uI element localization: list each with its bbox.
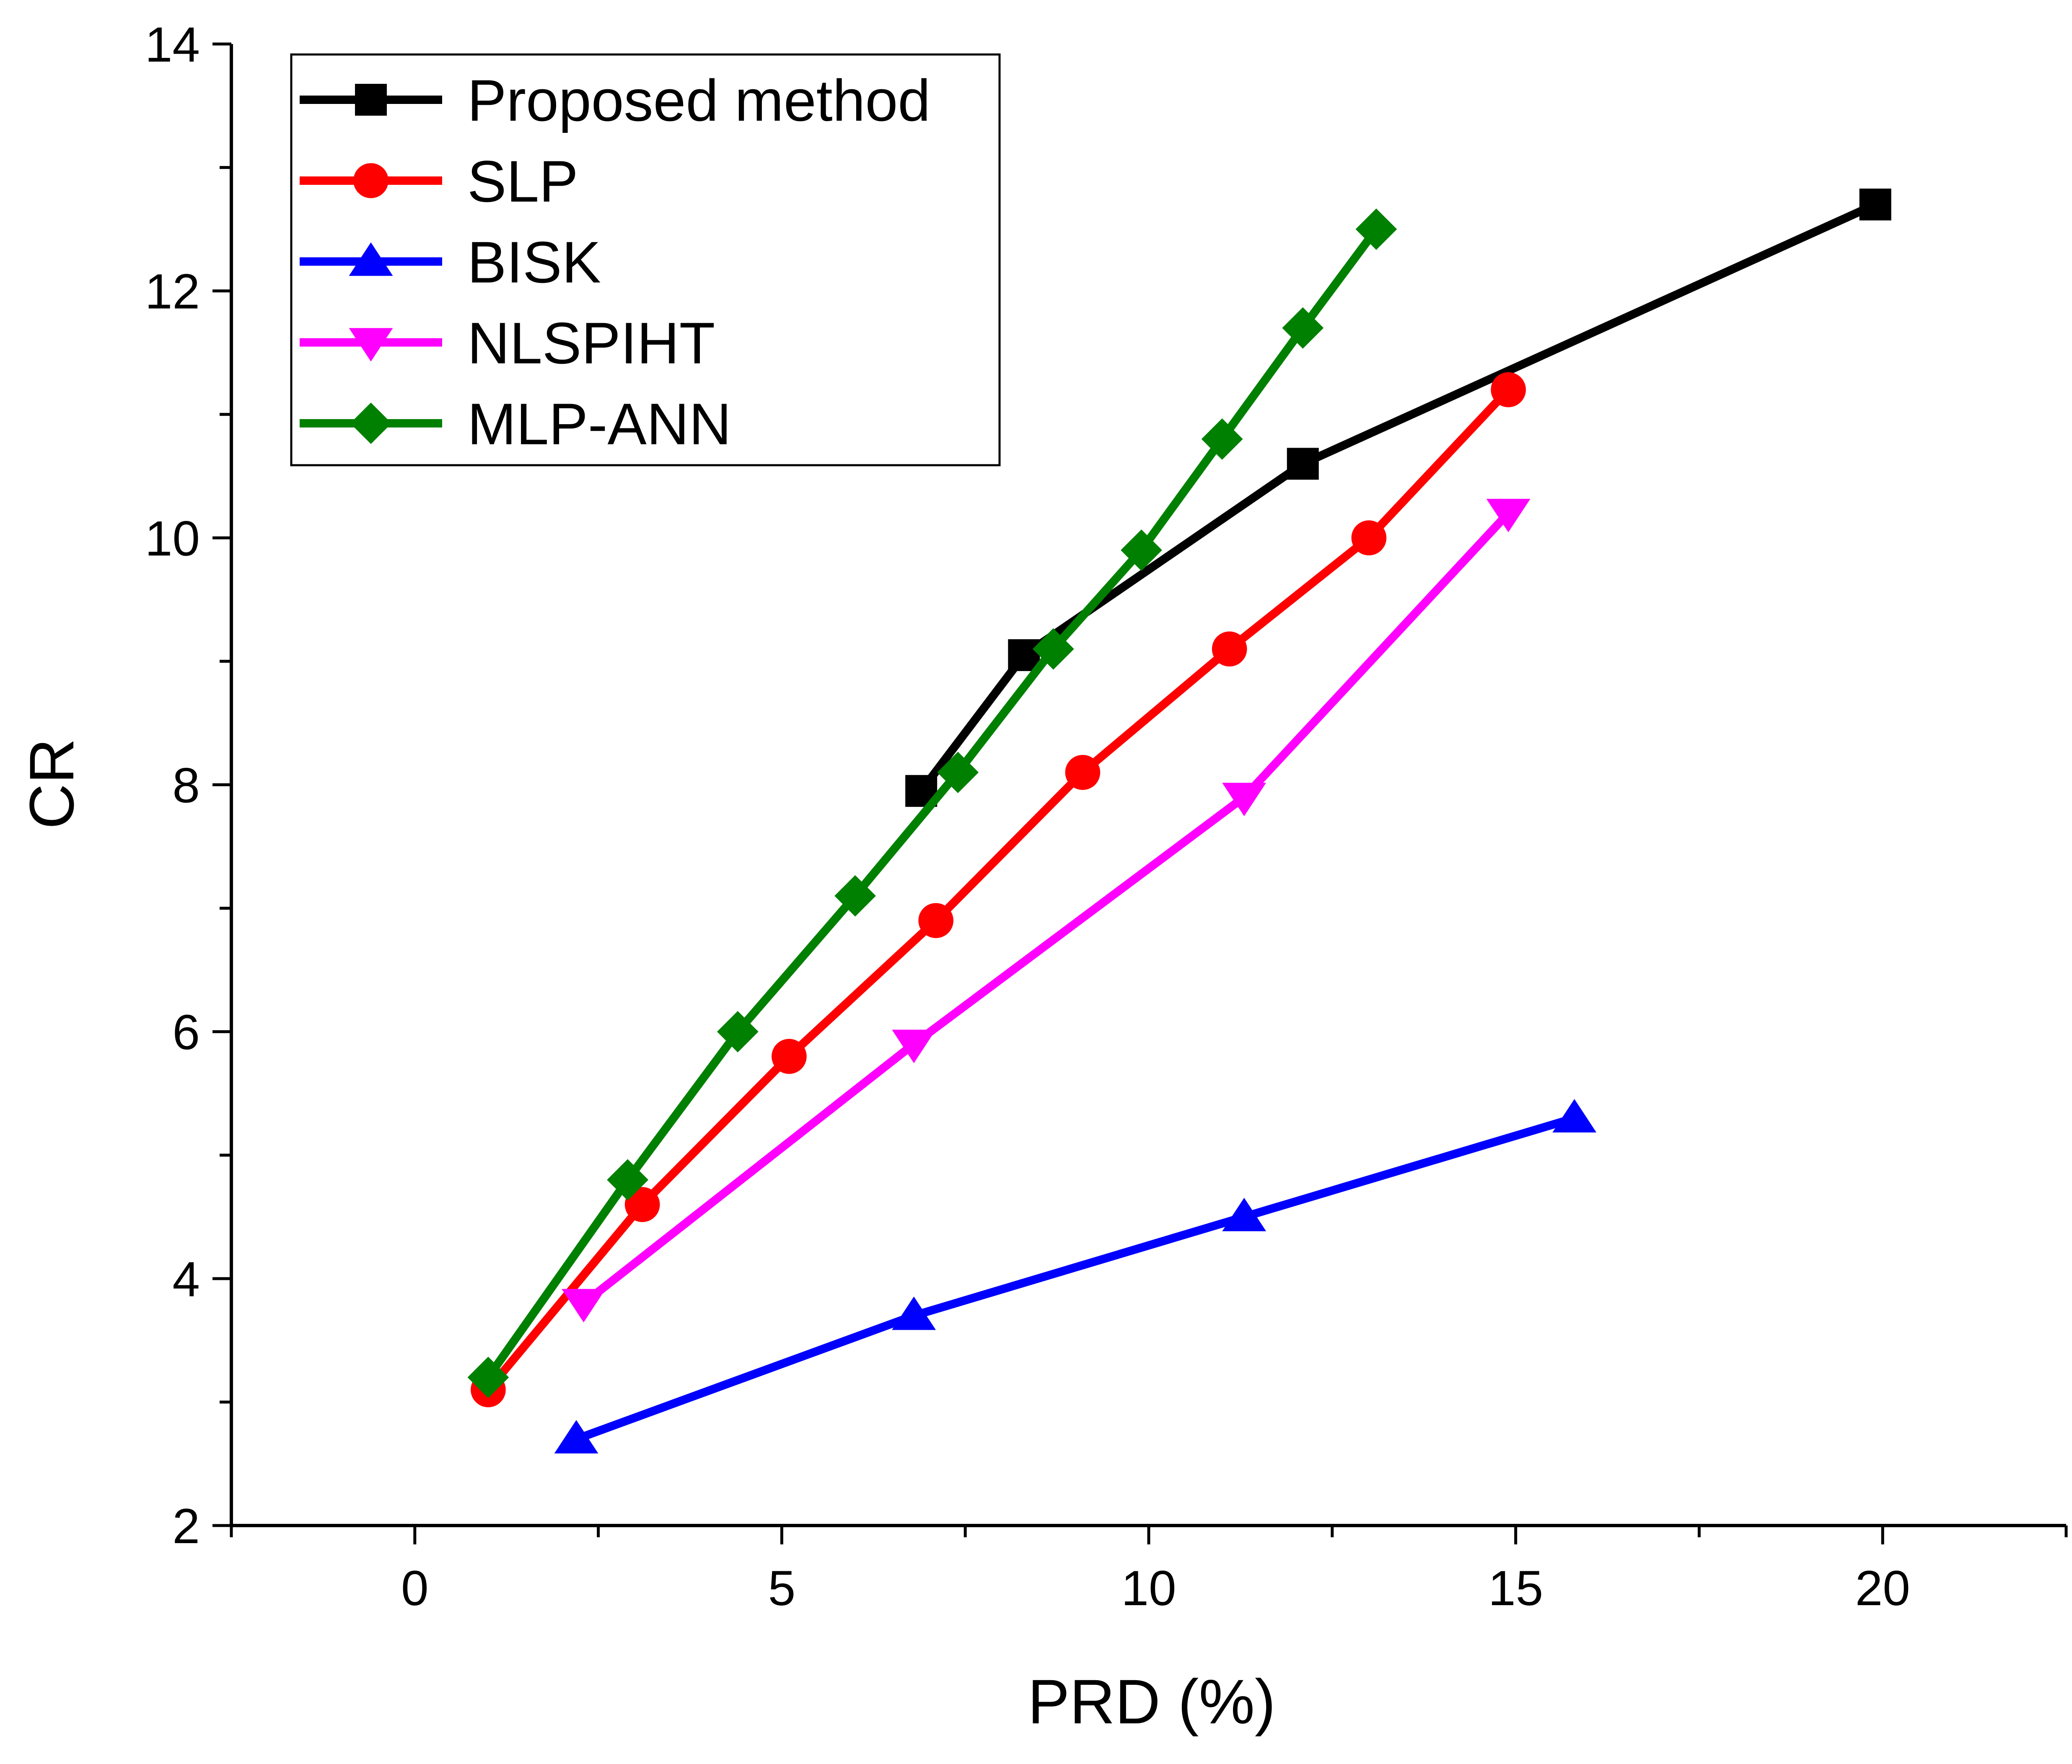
y-tick-label: 2: [172, 1499, 200, 1554]
y-tick-label: 8: [172, 758, 200, 813]
series-proposed-method: [905, 188, 1891, 807]
y-axis-title: CR: [16, 738, 87, 829]
data-point-mlp-ann: [717, 1011, 759, 1053]
series-line-bisk: [575, 1114, 1576, 1443]
data-point-slp: [1212, 631, 1247, 667]
x-tick-label: 10: [1121, 1561, 1176, 1616]
data-point-mlp-ann: [1121, 529, 1162, 571]
data-point-mlp-ann: [1355, 208, 1397, 250]
legend: Proposed method SLP BISK NLSPIHT MLP-ANN: [290, 53, 1001, 466]
x-tick-label: 15: [1488, 1561, 1543, 1616]
data-point-bisk: [1222, 1197, 1267, 1231]
x-tick-label: 5: [768, 1561, 796, 1616]
series-nlspiht: [562, 499, 1531, 1323]
legend-label: SLP: [467, 148, 578, 214]
legend-label: MLP-ANN: [467, 391, 731, 457]
data-point-bisk: [554, 1420, 598, 1453]
data-point-mlp-ann: [834, 875, 876, 917]
data-point-slp: [1491, 372, 1526, 407]
data-point-proposed-method: [1008, 639, 1040, 671]
legend-label: Proposed method: [467, 67, 930, 133]
series-slp: [471, 372, 1526, 1407]
x-tick-label: 0: [401, 1561, 429, 1616]
data-point-nlspiht: [1486, 499, 1531, 533]
data-point-slp: [1351, 520, 1387, 556]
series-bisk: [554, 1099, 1597, 1453]
data-point-nlspiht: [1222, 782, 1267, 816]
data-point-bisk: [892, 1296, 936, 1330]
legend-marker: [349, 242, 393, 276]
data-point-proposed-method: [1859, 188, 1891, 220]
data-point-mlp-ann: [467, 1357, 509, 1398]
data-point-mlp-ann: [1032, 628, 1074, 670]
data-point-mlp-ann: [607, 1159, 649, 1201]
axes: 0 5 10 15 20 2 4 6 8 10 12 14: [145, 17, 2068, 1616]
series-line-mlp-ann: [484, 226, 1380, 1380]
series-line-nlspiht: [581, 510, 1512, 1307]
x-tick-label: 20: [1855, 1561, 1910, 1616]
data-point-nlspiht: [892, 1029, 936, 1063]
legend-marker: [349, 328, 393, 362]
data-point-mlp-ann: [937, 751, 979, 793]
data-point-slp: [624, 1187, 660, 1222]
legend-marker: [355, 84, 387, 116]
legend-label: NLSPIHT: [467, 310, 715, 376]
data-point-mlp-ann: [1282, 307, 1324, 349]
legend-marker: [353, 163, 388, 198]
legend-marker: [350, 402, 392, 444]
y-tick-label: 4: [172, 1252, 200, 1307]
data-point-proposed-method: [1287, 448, 1319, 480]
legend-label: BISK: [467, 229, 601, 295]
legend-item-mlp-ann: MLP-ANN: [300, 391, 731, 457]
legend-item-nlspiht: NLSPIHT: [300, 310, 715, 376]
data-point-bisk: [1552, 1099, 1597, 1133]
legend-item-bisk: BISK: [300, 229, 601, 295]
legend-item-proposed-method: Proposed method: [300, 67, 930, 133]
data-point-mlp-ann: [1201, 418, 1243, 460]
series-line-slp: [485, 386, 1512, 1393]
series-line-proposed-method: [918, 200, 1877, 794]
x-axis-title: PRD (%): [1028, 1666, 1276, 1737]
legend-item-slp: SLP: [300, 148, 578, 214]
y-tick-label: 10: [145, 511, 200, 566]
data-point-slp: [918, 903, 953, 938]
y-tick-label: 6: [172, 1005, 200, 1060]
y-tick-label: 14: [145, 17, 200, 73]
series-mlp-ann: [467, 208, 1397, 1398]
y-tick-label: 12: [145, 264, 200, 319]
data-point-slp: [1065, 755, 1101, 790]
data-point-nlspiht: [562, 1289, 606, 1323]
series-layer: [467, 188, 1891, 1453]
data-point-slp: [772, 1039, 807, 1074]
